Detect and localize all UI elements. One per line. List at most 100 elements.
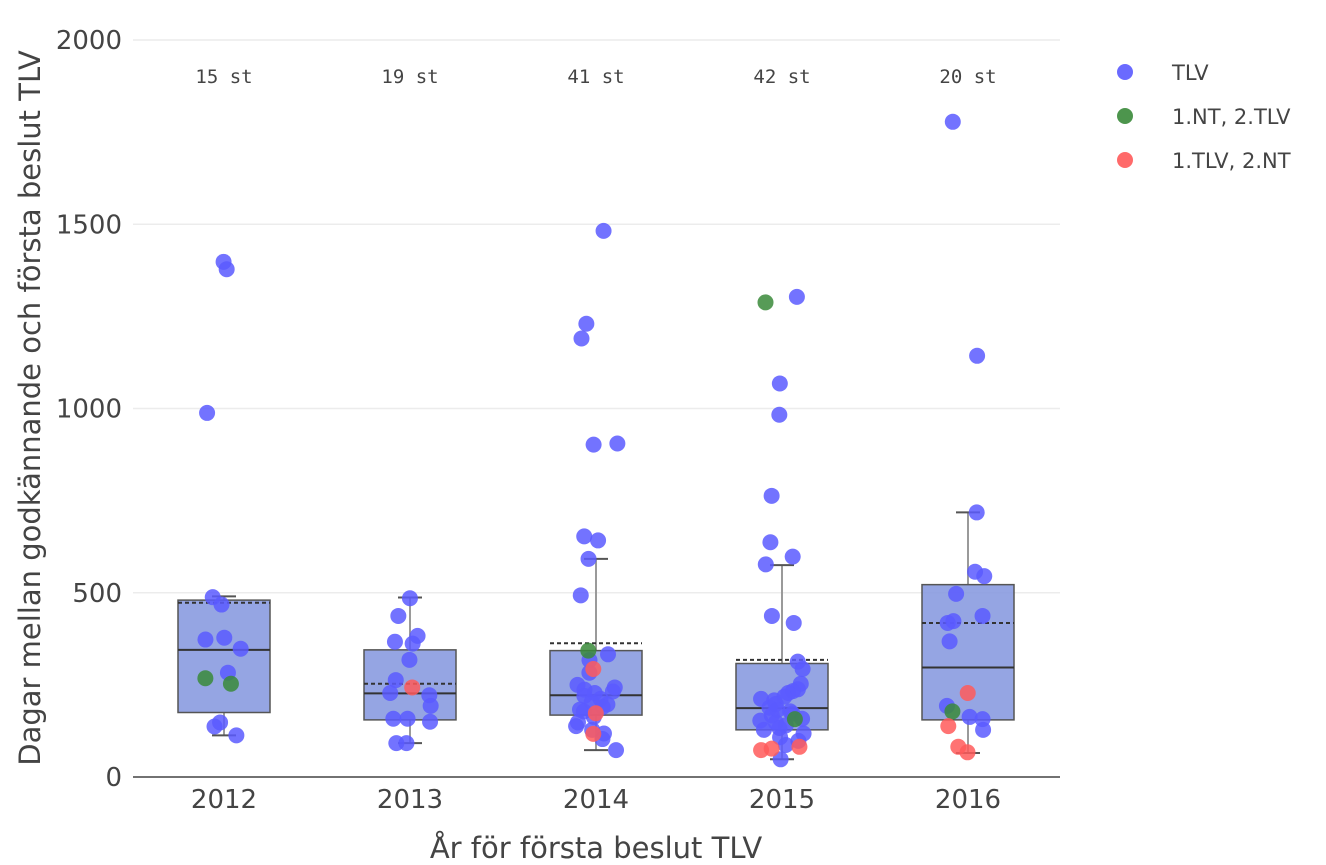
box-iqr	[177, 599, 271, 714]
data-point	[791, 738, 808, 755]
data-point	[422, 713, 439, 730]
data-point	[755, 721, 772, 738]
data-point	[959, 744, 976, 761]
data-point	[585, 725, 602, 742]
data-point	[786, 711, 803, 728]
data-point	[385, 710, 402, 727]
data-point	[785, 614, 802, 631]
data-point	[757, 556, 774, 573]
data-point	[228, 727, 245, 744]
data-point	[784, 548, 801, 565]
data-point	[580, 550, 597, 567]
data-point	[585, 436, 602, 453]
data-point	[763, 607, 780, 624]
legend-label: TLV	[1171, 61, 1209, 85]
x-axis-ticks: 2012 2013 2014 2015 2016	[191, 785, 1001, 815]
data-point	[232, 640, 249, 657]
data-point	[572, 587, 589, 604]
data-point	[771, 375, 788, 392]
data-point	[206, 718, 223, 735]
data-point	[218, 261, 235, 278]
data-point	[604, 683, 621, 700]
data-point	[944, 703, 961, 720]
data-point	[595, 222, 612, 239]
gridlines	[133, 39, 1060, 594]
data-point	[609, 435, 626, 452]
data-point	[968, 504, 985, 521]
data-point	[387, 672, 404, 689]
x-axis-title: År för första beslut TLV	[430, 831, 762, 865]
data-point	[941, 633, 958, 650]
x-tick-label: 2016	[935, 785, 1001, 815]
y-tick-label: 2000	[56, 26, 122, 56]
data-point	[772, 751, 789, 768]
data-point	[757, 294, 774, 311]
data-point	[213, 596, 230, 613]
data-point	[398, 735, 415, 752]
legend-label: 1.TLV, 2.NT	[1172, 149, 1291, 173]
data-point	[969, 347, 986, 364]
y-tick-label: 0	[105, 763, 122, 793]
data-point	[216, 629, 233, 646]
legend-label: 1.NT, 2.TLV	[1172, 105, 1291, 129]
data-point	[578, 315, 595, 332]
data-point	[576, 528, 593, 545]
y-tick-label: 1000	[56, 395, 122, 425]
x-tick-label: 2012	[191, 785, 257, 815]
legend-marker	[1117, 152, 1133, 168]
data-point	[587, 705, 604, 722]
data-point	[763, 487, 780, 504]
data-point	[573, 330, 590, 347]
data-point	[975, 721, 992, 738]
data-point	[197, 670, 214, 687]
data-point	[401, 590, 418, 607]
data-points	[197, 113, 993, 768]
data-point	[382, 684, 399, 701]
data-point	[961, 708, 978, 725]
data-point	[399, 710, 416, 727]
data-point	[404, 679, 421, 696]
x-tick-label: 2013	[377, 785, 443, 815]
data-point	[959, 684, 976, 701]
data-point	[580, 642, 597, 659]
count-annotation: 19 st	[381, 66, 438, 88]
data-point	[600, 646, 617, 663]
legend: TLV 1.NT, 2.TLV 1.TLV, 2.NT	[1117, 61, 1291, 173]
count-annotation: 15 st	[195, 66, 252, 88]
data-point	[197, 631, 214, 648]
y-axis-ticks: 0 500 1000 1500 2000	[56, 26, 122, 793]
data-point	[771, 406, 788, 423]
y-tick-label: 500	[72, 579, 122, 609]
data-point	[386, 633, 403, 650]
count-annotation: 42 st	[753, 66, 810, 88]
data-point	[590, 532, 607, 549]
count-annotations: 15 st 19 st 41 st 42 st 20 st	[195, 66, 996, 88]
data-point	[976, 568, 993, 585]
data-point	[401, 651, 418, 668]
data-point	[788, 288, 805, 305]
y-axis-title: Dagar mellan godkännande och första besl…	[13, 50, 47, 766]
data-point	[939, 614, 956, 631]
data-point	[199, 404, 216, 421]
data-point	[944, 113, 961, 130]
data-point	[794, 661, 811, 678]
x-tick-label: 2015	[749, 785, 815, 815]
count-annotation: 41 st	[567, 66, 624, 88]
data-point	[948, 585, 965, 602]
data-point	[404, 635, 421, 652]
data-point	[753, 742, 770, 759]
data-point	[568, 718, 585, 735]
data-point	[222, 675, 239, 692]
data-point	[777, 736, 794, 753]
data-point	[940, 718, 957, 735]
legend-marker	[1117, 64, 1133, 80]
legend-marker	[1117, 108, 1133, 124]
data-point	[422, 697, 439, 714]
x-tick-label: 2014	[563, 785, 629, 815]
data-point	[608, 742, 625, 759]
data-point	[762, 534, 779, 551]
count-annotation: 20 st	[939, 66, 996, 88]
data-point	[974, 607, 991, 624]
data-point	[390, 607, 407, 624]
